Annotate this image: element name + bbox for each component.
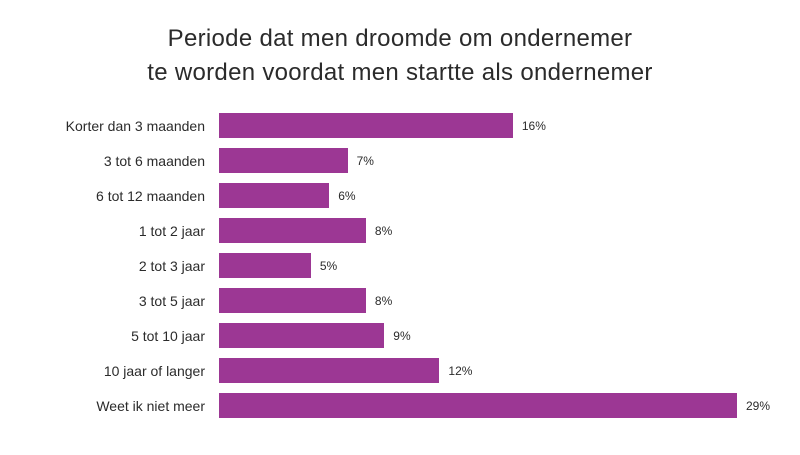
bar-area: 9% bbox=[219, 318, 770, 353]
category-label: 5 tot 10 jaar bbox=[131, 327, 205, 344]
chart-row: 6 tot 12 maanden 6% bbox=[15, 178, 770, 213]
bar bbox=[219, 148, 348, 173]
chart-rows: Korter dan 3 maanden 16% 3 tot 6 maanden 7%… bbox=[0, 108, 800, 423]
chart-row: Korter dan 3 maanden 16% bbox=[15, 108, 770, 143]
bar bbox=[219, 288, 366, 313]
bar bbox=[219, 218, 366, 243]
chart-row: 3 tot 5 jaar 8% bbox=[15, 283, 770, 318]
chart-row: 1 tot 2 jaar 8% bbox=[15, 213, 770, 248]
bar bbox=[219, 253, 311, 278]
bar-area: 29% bbox=[219, 388, 770, 423]
category-label: 10 jaar of langer bbox=[103, 362, 205, 379]
category-label: Weet ik niet meer bbox=[96, 397, 205, 414]
chart-title: Periode dat men droomde om ondernemer te… bbox=[0, 0, 800, 90]
category-label: 1 tot 2 jaar bbox=[138, 222, 205, 239]
chart-row: Weet ik niet meer 29% bbox=[15, 388, 770, 423]
value-label: 6% bbox=[338, 188, 356, 203]
chart-row: 3 tot 6 maanden 7% bbox=[15, 143, 770, 178]
value-label: 7% bbox=[356, 153, 374, 168]
chart-row: 10 jaar of langer 12% bbox=[15, 353, 770, 388]
value-label: 29% bbox=[745, 398, 770, 413]
category-label: 3 tot 6 maanden bbox=[103, 152, 205, 169]
bar-area: 6% bbox=[219, 178, 770, 213]
chart-row: 5 tot 10 jaar 9% bbox=[15, 318, 770, 353]
category-label: 6 tot 12 maanden bbox=[96, 187, 205, 204]
chart-title-line-1: Periode dat men droomde om ondernemer bbox=[167, 25, 633, 52]
bar-area: 7% bbox=[219, 143, 770, 178]
chart-title-line-2: te worden voordat men startte als ondern… bbox=[147, 59, 653, 86]
value-label: 5% bbox=[319, 258, 338, 273]
bar-area: 12% bbox=[219, 353, 770, 388]
category-label: 3 tot 5 jaar bbox=[138, 292, 205, 309]
category-label: Korter dan 3 maanden bbox=[65, 117, 205, 134]
bar-area: 16% bbox=[219, 108, 770, 143]
value-label: 16% bbox=[521, 118, 546, 133]
bar-area: 8% bbox=[219, 283, 770, 318]
value-label: 9% bbox=[393, 328, 411, 343]
bar bbox=[219, 113, 513, 138]
value-label: 8% bbox=[374, 293, 393, 308]
value-label: 12% bbox=[448, 363, 473, 378]
bar bbox=[219, 183, 330, 208]
value-label: 8% bbox=[374, 223, 393, 238]
chart-row: 2 tot 3 jaar 5% bbox=[15, 248, 770, 283]
category-label: 2 tot 3 jaar bbox=[138, 257, 205, 274]
bar bbox=[219, 323, 385, 348]
bar-area: 5% bbox=[219, 248, 770, 283]
bar-area: 8% bbox=[219, 213, 770, 248]
bar bbox=[219, 358, 440, 383]
bar bbox=[219, 393, 737, 418]
